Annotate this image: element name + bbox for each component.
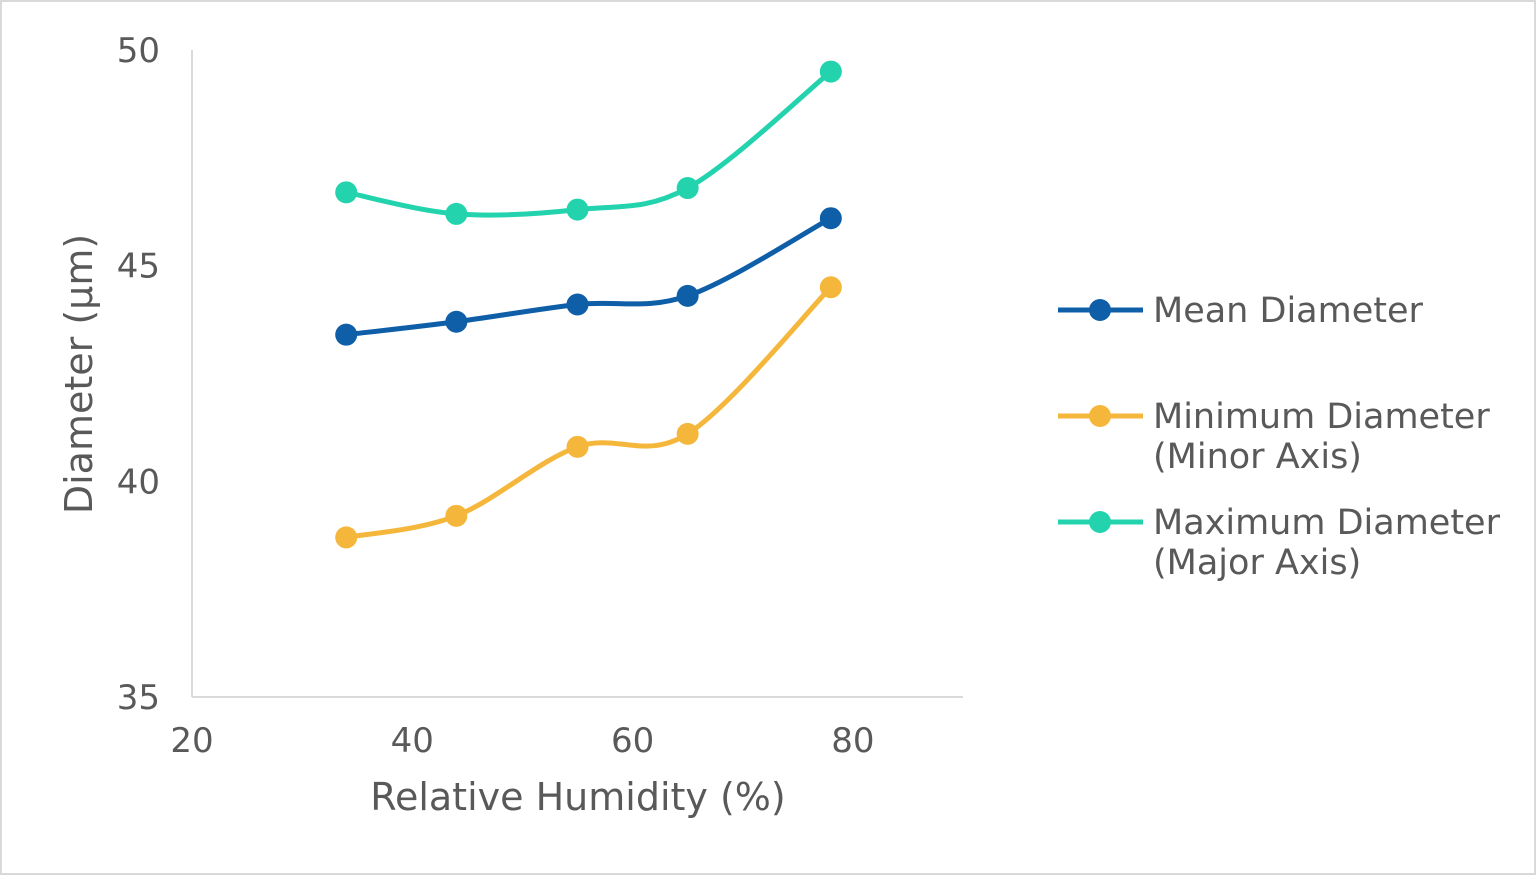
x-tick-label: 20 [170,721,213,761]
x-axis-title: Relative Humidity (%) [370,775,785,819]
legend-label: Mean Diameter [1153,291,1423,331]
legend-label: Maximum Diameter [1153,503,1501,543]
data-point [335,181,358,204]
data-point [819,60,842,83]
data-point [676,422,699,445]
y-tick-label: 40 [117,462,160,502]
y-axis-title: Diameter (µm) [57,234,101,514]
data-point [676,284,699,307]
series-line [343,69,834,218]
data-point [335,526,358,549]
data-point [566,293,589,316]
legend-label: (Minor Axis) [1153,437,1362,477]
data-point [676,177,699,200]
legend-label: (Major Axis) [1153,543,1361,583]
x-tick-label: 60 [611,721,654,761]
data-point [819,276,842,299]
data-point [445,202,468,225]
data-point [335,323,358,346]
data-point [566,198,589,221]
data-point [445,310,468,333]
series-line [343,215,834,338]
legend-label: Minimum Diameter [1153,397,1490,437]
x-tick-label: 80 [831,721,874,761]
y-tick-label: 50 [117,31,160,71]
data-point [445,504,468,527]
data-point [819,207,842,230]
y-tick-label: 45 [117,247,160,287]
data-point [566,435,589,458]
y-tick-label: 35 [117,678,160,718]
legend-marker [1089,405,1111,427]
legend-marker [1089,511,1111,533]
legend-marker [1089,299,1111,321]
x-tick-label: 40 [391,721,434,761]
